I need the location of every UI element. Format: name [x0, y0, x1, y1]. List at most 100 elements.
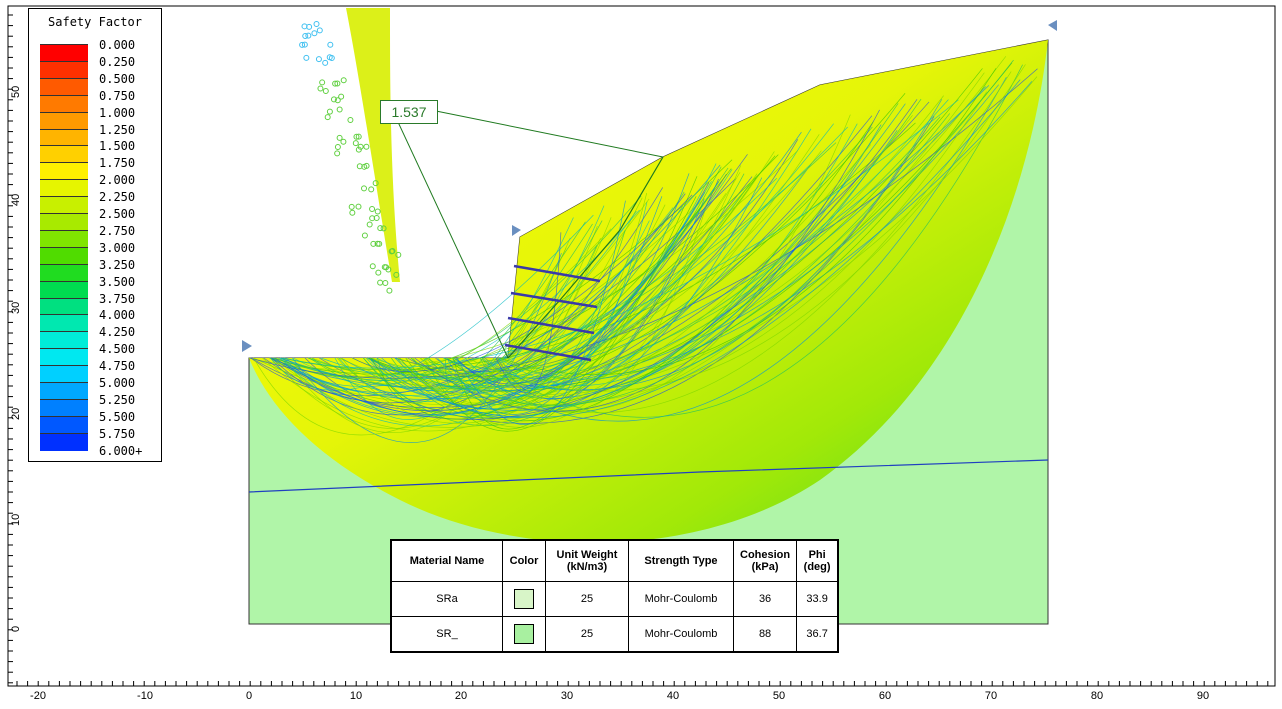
legend-label: 1.750 — [99, 156, 136, 171]
slip-line — [270, 237, 571, 429]
slip-center — [326, 108, 333, 115]
water-table-line — [248, 459, 1049, 493]
slip-center — [303, 54, 310, 61]
slip-center — [334, 150, 341, 157]
legend-swatch — [40, 382, 88, 400]
critical-slip-surface — [507, 156, 664, 359]
legend-swatch — [40, 398, 88, 417]
slip-center — [369, 206, 376, 213]
legend-label: 5.500 — [99, 409, 136, 424]
y-tick-label: 20 — [10, 407, 22, 420]
slip-line — [248, 150, 798, 371]
slip-center — [317, 85, 324, 92]
phi-cell: 33.9 — [796, 581, 839, 617]
legend-swatch — [40, 348, 88, 367]
slip-line — [485, 134, 820, 395]
x-tick-label: 70 — [984, 690, 998, 702]
legend-label: 2.250 — [99, 190, 136, 205]
slip-center — [322, 87, 329, 94]
slip-line — [341, 124, 882, 411]
slip-line — [311, 115, 913, 389]
slip-center — [313, 21, 320, 28]
legend-label: 6.000+ — [99, 443, 143, 458]
x-axis-ticks — [16, 681, 1269, 686]
boundary-marker-mid — [512, 225, 521, 236]
cohesion-cell: 36 — [732, 581, 798, 617]
slip-line — [502, 192, 648, 373]
legend-label: 1.500 — [99, 139, 136, 154]
slip-center — [374, 240, 381, 247]
materials-table: Material Name Color Unit Weight (kN/m3) … — [390, 539, 840, 653]
x-tick-label: 80 — [1090, 690, 1104, 702]
slip-line — [253, 198, 650, 436]
x-tick-label: 50 — [772, 690, 786, 702]
legend-label: 3.750 — [99, 291, 136, 306]
legend-label: 4.500 — [99, 342, 136, 357]
legend-label: 0.500 — [99, 71, 136, 86]
slip-center — [380, 225, 387, 232]
phi-cell: 36.7 — [796, 616, 839, 653]
slip-line — [370, 205, 703, 420]
slip-line — [279, 181, 712, 427]
slip-line — [447, 168, 732, 377]
slip-line — [426, 93, 906, 380]
slip-center — [326, 54, 333, 61]
slip-center — [363, 143, 370, 150]
anchors — [504, 264, 601, 362]
strength-type-cell: Mohr-Coulomb — [628, 616, 734, 653]
slip-center — [349, 209, 356, 216]
x-tick-label: -10 — [137, 690, 153, 702]
legend-label: 4.000 — [99, 308, 136, 323]
slip-center — [315, 56, 322, 63]
y-tick-label: 30 — [10, 301, 22, 314]
slip-center — [301, 41, 308, 48]
slip-center — [322, 59, 329, 66]
material-color-swatch — [514, 589, 534, 609]
slip-centers — [299, 21, 402, 294]
x-tick-label: 0 — [245, 690, 253, 702]
legend-title: Safety Factor — [48, 15, 142, 29]
slip-center — [336, 134, 343, 141]
slip-line — [274, 99, 918, 420]
legend-label: 4.250 — [99, 325, 136, 340]
y-tick-label: 0 — [10, 625, 22, 632]
legend-swatch — [40, 246, 88, 265]
slip-line — [428, 230, 626, 406]
legend-swatch — [40, 44, 88, 62]
material-color-cell — [502, 616, 546, 653]
slip-center — [340, 138, 347, 145]
slip-center — [368, 186, 375, 193]
slip-center — [324, 114, 331, 121]
legend-label: 2.000 — [99, 173, 136, 188]
material-name-cell: SRa — [390, 581, 503, 617]
slip-line — [269, 62, 1013, 414]
slip-center — [355, 203, 362, 210]
slip-line — [467, 64, 1026, 392]
anchor-4 — [504, 343, 592, 362]
legend-swatch — [40, 365, 88, 384]
x-tick-label: 60 — [878, 690, 892, 702]
slip-line — [446, 196, 663, 415]
x-tick-label: 20 — [454, 690, 468, 702]
slip-center — [385, 266, 392, 273]
cohesion-cell: 88 — [732, 616, 798, 653]
slip-center — [355, 146, 362, 153]
slip-line — [273, 126, 848, 397]
slip-line — [311, 195, 642, 381]
slip-center — [361, 185, 368, 192]
legend-label: 0.250 — [99, 54, 136, 69]
legend-label: 1.000 — [99, 105, 136, 120]
legend-swatch — [40, 415, 88, 434]
callout-leader-2 — [397, 121, 509, 359]
slip-line — [371, 150, 822, 375]
slip-center — [299, 41, 306, 48]
x-tick-label: 10 — [349, 690, 363, 702]
legend-swatch — [40, 162, 88, 181]
legend-swatch — [40, 229, 88, 248]
slip-line — [370, 79, 1021, 419]
anchor-2 — [510, 291, 598, 309]
slip-center — [386, 287, 393, 294]
slip-line — [253, 95, 944, 406]
legend-swatch — [40, 128, 88, 147]
legend-swatch — [40, 111, 88, 130]
